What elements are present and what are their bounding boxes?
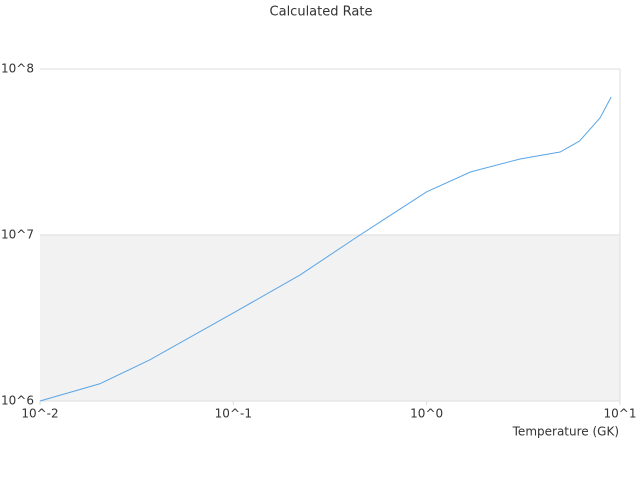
- x-tick-label: 10^-1: [215, 407, 252, 421]
- x-tick-label: 10^-2: [21, 407, 58, 421]
- y-tick-label: 10^7: [1, 228, 34, 242]
- plot-band: [40, 235, 620, 401]
- x-axis-label: Temperature (GK): [512, 425, 619, 439]
- y-tick-label: 10^8: [1, 62, 34, 76]
- data-line: [39, 96, 612, 402]
- x-tick-label: 10^0: [410, 407, 443, 421]
- chart-title: Calculated Rate: [270, 5, 373, 20]
- y-tick-label: 10^6: [1, 394, 34, 408]
- x-tick-label: 10^1: [604, 407, 637, 421]
